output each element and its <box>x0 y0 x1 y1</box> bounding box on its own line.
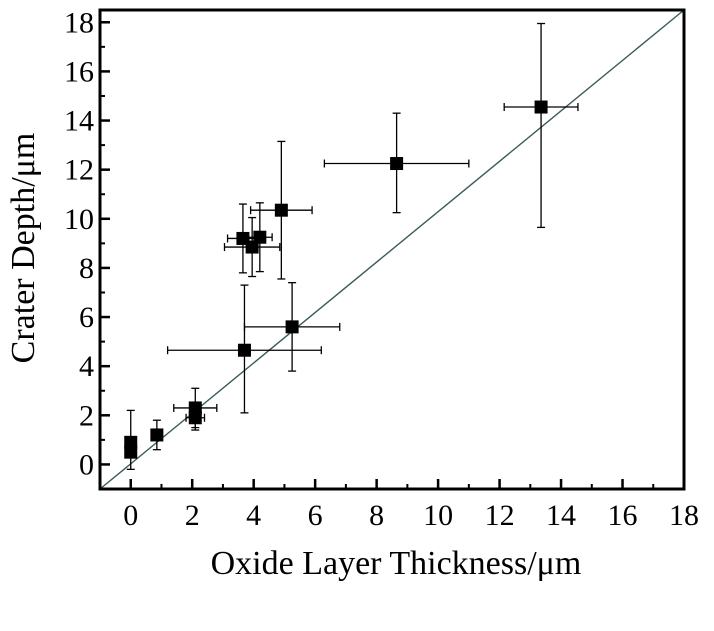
x-tick-label: 18 <box>669 499 699 532</box>
x-tick-label: 4 <box>246 499 261 532</box>
y-tick-label: 14 <box>64 105 94 138</box>
y-tick-label: 10 <box>64 203 94 236</box>
y-tick-label: 4 <box>79 350 94 383</box>
data-point <box>245 240 259 254</box>
y-tick-label: 2 <box>79 399 94 432</box>
y-tick-label: 12 <box>64 154 94 187</box>
data-point <box>124 445 138 459</box>
x-tick-label: 12 <box>485 499 515 532</box>
y-tick-label: 8 <box>79 252 94 285</box>
data-point <box>274 203 288 217</box>
data-point <box>534 100 548 114</box>
x-tick-label: 14 <box>546 499 576 532</box>
x-tick-label: 8 <box>369 499 384 532</box>
y-tick-label: 0 <box>79 448 94 481</box>
data-point <box>188 401 202 415</box>
x-tick-label: 2 <box>185 499 200 532</box>
data-point <box>237 343 251 357</box>
data-point <box>390 157 404 171</box>
y-tick-label: 16 <box>64 55 94 88</box>
y-tick-label: 18 <box>64 6 94 39</box>
x-tick-label: 6 <box>308 499 323 532</box>
data-point <box>253 230 267 244</box>
plot-frame <box>98 8 686 491</box>
x-tick-label: 0 <box>123 499 138 532</box>
x-tick-label: 10 <box>423 499 453 532</box>
y-axis-ticks: 0 2 4 6 8 10 12 14 16 18 <box>64 6 110 490</box>
x-axis-ticks: 0 2 4 6 8 10 12 14 16 18 <box>99 479 699 532</box>
data-points-layer <box>124 100 548 459</box>
data-point <box>285 320 299 334</box>
y-axis-label: Crater Depth/μm <box>5 133 42 364</box>
x-tick-label: 16 <box>608 499 638 532</box>
y-tick-label: 6 <box>79 301 94 334</box>
data-point <box>188 411 202 425</box>
x-axis-label: Oxide Layer Thickness/μm <box>211 545 582 582</box>
data-point <box>150 428 164 442</box>
data-point <box>124 435 138 449</box>
